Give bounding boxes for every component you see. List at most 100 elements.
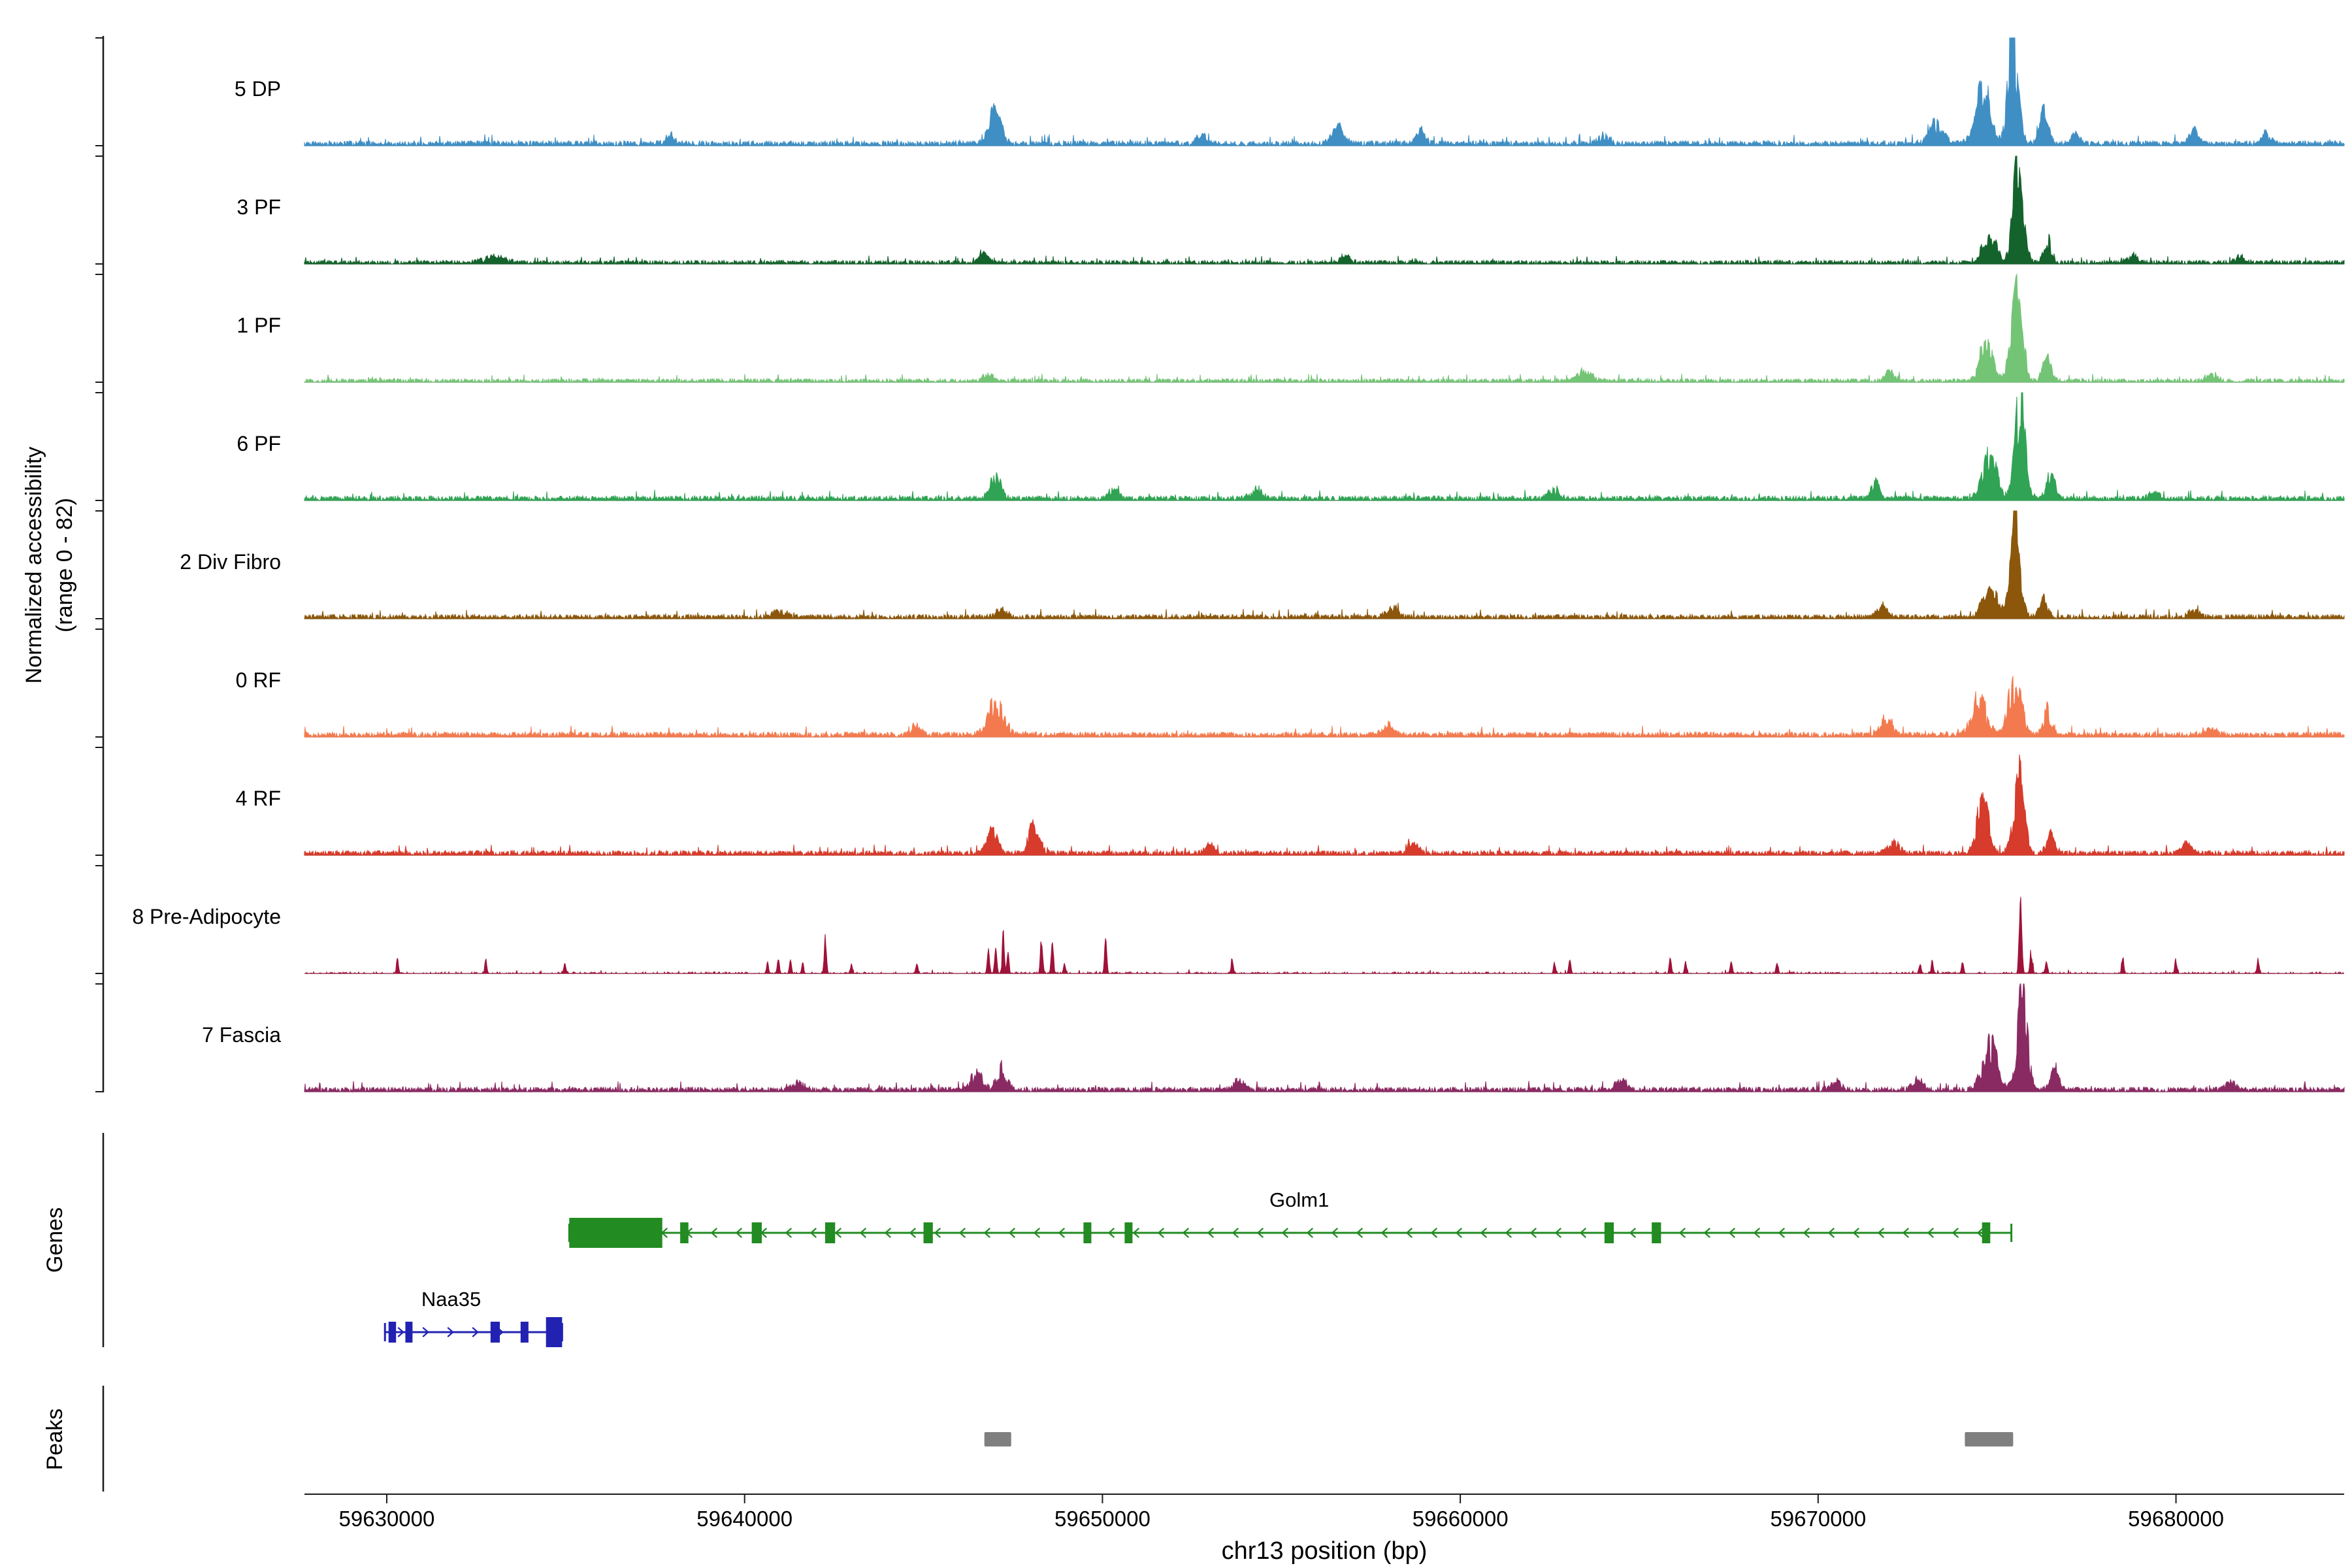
strand-arrow-icon <box>1952 1228 1959 1238</box>
strand-arrow-icon <box>397 1327 404 1337</box>
gene-exon <box>1982 1222 1991 1243</box>
peak-region <box>1965 1432 2014 1446</box>
strand-arrow-icon <box>1852 1228 1860 1238</box>
strand-arrow-icon <box>1753 1228 1761 1238</box>
x-axis-title: chr13 position (bp) <box>1222 1537 1428 1565</box>
gene-label: Golm1 <box>1269 1188 1329 1211</box>
strand-arrow-icon <box>1058 1228 1066 1238</box>
gene-exon <box>1124 1222 1133 1243</box>
strand-arrow-icon <box>1281 1228 1289 1238</box>
gene-exon <box>1652 1222 1661 1243</box>
track-area-7-fascia <box>304 983 2345 1093</box>
strand-arrow-icon <box>785 1228 792 1238</box>
track-area-0-rf <box>304 676 2345 738</box>
gene-exon <box>405 1322 413 1343</box>
gene-label: Naa35 <box>421 1288 481 1311</box>
gene-exon <box>923 1222 933 1243</box>
strand-arrow-icon <box>1927 1228 1935 1238</box>
strand-arrow-icon <box>983 1228 991 1238</box>
peaks-group <box>984 1432 2014 1446</box>
strand-arrow-icon <box>1728 1228 1736 1238</box>
strand-arrow-icon <box>1033 1228 1041 1238</box>
track-label: 1 PF <box>237 314 281 337</box>
track-area-4-rf <box>304 754 2345 857</box>
strand-arrow-icon <box>809 1228 817 1238</box>
gene-exon <box>825 1222 836 1243</box>
x-tick-label: 59670000 <box>1770 1507 1866 1531</box>
strand-arrow-icon <box>710 1228 718 1238</box>
strand-arrow-icon <box>1678 1228 1686 1238</box>
track-label: 4 RF <box>236 787 281 810</box>
strand-arrow-icon <box>1430 1228 1438 1238</box>
track-area-5-dp <box>304 37 2345 147</box>
strand-arrow-icon <box>834 1228 842 1238</box>
track-label: 2 Div Fibro <box>180 550 281 574</box>
strand-arrow-icon <box>1157 1228 1165 1238</box>
strand-arrow-icon <box>735 1228 743 1238</box>
track-label: 6 PF <box>237 432 281 455</box>
strand-arrow-icon <box>1256 1228 1264 1238</box>
strand-arrow-icon <box>1505 1228 1512 1238</box>
gene-exon <box>388 1322 397 1343</box>
strand-arrow-icon <box>1008 1228 1016 1238</box>
strand-arrow-icon <box>1132 1228 1140 1238</box>
strand-arrow-icon <box>1629 1228 1637 1238</box>
strand-arrow-icon <box>1976 1228 1984 1238</box>
genes-group: Golm1 Naa35 <box>384 1188 2013 1347</box>
gene-utr-box <box>546 1317 563 1347</box>
gene-exon <box>1083 1222 1092 1243</box>
y-axis-label-line1: Normalized accessibility <box>22 447 46 684</box>
strand-arrow-icon <box>1579 1228 1587 1238</box>
x-tick-label: 59660000 <box>1413 1507 1509 1531</box>
strand-arrow-icon <box>909 1228 917 1238</box>
strand-arrow-icon <box>1827 1228 1835 1238</box>
tracks-group: 5 DP 3 PF 1 PF 6 PF 2 Div Fibro 0 RF 4 RF 8 Pre… <box>95 37 2345 1093</box>
gene-exon <box>490 1322 500 1343</box>
strand-arrow-icon <box>472 1327 479 1337</box>
strand-arrow-icon <box>1405 1228 1413 1238</box>
strand-arrow-icon <box>958 1228 966 1238</box>
gene-exon <box>751 1222 762 1243</box>
strand-arrow-icon <box>1380 1228 1388 1238</box>
peaks-section-label: Peaks <box>42 1409 67 1471</box>
gene-exon <box>1604 1222 1614 1243</box>
track-area-8-pre-adipocyte <box>304 896 2344 975</box>
strand-arrow-icon <box>1778 1228 1786 1238</box>
track-label: 3 PF <box>237 195 281 219</box>
strand-arrow-icon <box>1902 1228 1910 1238</box>
peak-region <box>984 1432 1011 1446</box>
track-label: 0 RF <box>236 668 281 692</box>
gene-exon <box>680 1222 689 1243</box>
track-area-2-div-fibro <box>304 510 2345 620</box>
track-area-3-pf <box>304 155 2345 265</box>
x-tick-label: 59680000 <box>2128 1507 2224 1531</box>
x-tick-label: 59650000 <box>1054 1507 1151 1531</box>
gene-exon <box>520 1322 529 1343</box>
track-label: 8 Pre-Adipocyte <box>132 905 281 928</box>
x-tick-label: 59630000 <box>339 1507 435 1531</box>
strand-arrow-icon <box>1232 1228 1239 1238</box>
strand-arrow-icon <box>1554 1228 1562 1238</box>
strand-arrow-icon <box>859 1228 867 1238</box>
strand-arrow-icon <box>422 1327 429 1337</box>
genes-section-label: Genes <box>42 1207 67 1273</box>
x-tick-label: 59640000 <box>696 1507 792 1531</box>
strand-arrow-icon <box>1803 1228 1810 1238</box>
strand-arrow-icon <box>1703 1228 1711 1238</box>
strand-arrow-icon <box>934 1228 941 1238</box>
strand-arrow-icon <box>884 1228 892 1238</box>
strand-arrow-icon <box>1455 1228 1463 1238</box>
strand-arrow-icon <box>1529 1228 1537 1238</box>
gene-utr-box <box>569 1218 662 1248</box>
strand-arrow-icon <box>1480 1228 1488 1238</box>
track-label: 7 Fascia <box>202 1023 281 1047</box>
track-area-1-pf <box>303 273 2345 384</box>
strand-arrow-icon <box>1207 1228 1215 1238</box>
track-area-6-pf <box>304 392 2345 502</box>
x-axis-group: 59630000 59640000 59650000 59660000 59670000… <box>304 1494 2344 1531</box>
strand-arrow-icon <box>1107 1228 1115 1238</box>
strand-arrow-icon <box>1877 1228 1885 1238</box>
strand-arrow-icon <box>1356 1228 1364 1238</box>
